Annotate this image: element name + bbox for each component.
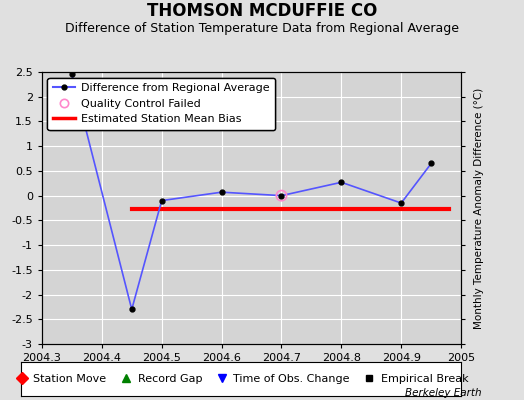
- Y-axis label: Monthly Temperature Anomaly Difference (°C): Monthly Temperature Anomaly Difference (…: [474, 87, 484, 329]
- Point: [277, 192, 286, 199]
- Text: Difference of Station Temperature Data from Regional Average: Difference of Station Temperature Data f…: [65, 22, 459, 35]
- Legend: Difference from Regional Average, Quality Control Failed, Estimated Station Mean: Difference from Regional Average, Qualit…: [48, 78, 275, 130]
- Legend: Station Move, Record Gap, Time of Obs. Change, Empirical Break: Station Move, Record Gap, Time of Obs. C…: [10, 371, 472, 387]
- Text: THOMSON MCDUFFIE CO: THOMSON MCDUFFIE CO: [147, 2, 377, 20]
- Text: Berkeley Earth: Berkeley Earth: [406, 388, 482, 398]
